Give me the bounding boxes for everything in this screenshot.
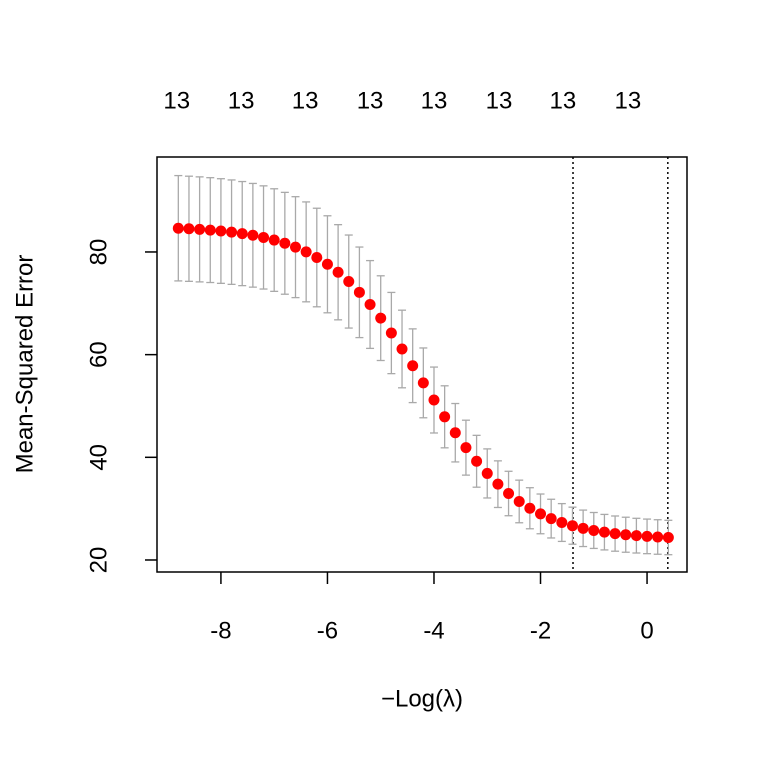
point [236, 228, 248, 240]
point [385, 327, 397, 339]
point [556, 517, 568, 529]
point [492, 478, 504, 490]
point [279, 237, 291, 249]
point [588, 524, 600, 536]
point [535, 508, 547, 520]
point [630, 530, 642, 542]
point [321, 258, 333, 270]
point [268, 234, 280, 246]
x-tick-label: -8 [210, 617, 231, 644]
point [396, 343, 408, 355]
point [449, 427, 461, 439]
x-tick-label: -4 [423, 617, 444, 644]
point [258, 231, 270, 243]
top-label: 13 [163, 87, 190, 114]
top-label: 13 [421, 87, 448, 114]
point [566, 520, 578, 532]
x-tick-label: 0 [640, 617, 653, 644]
point [343, 276, 355, 288]
top-label: 13 [615, 87, 642, 114]
point [417, 377, 429, 389]
y-tick-label: 60 [85, 341, 112, 368]
point [226, 226, 238, 238]
y-tick-label: 20 [85, 547, 112, 574]
point [353, 286, 365, 298]
point [364, 298, 376, 310]
point [598, 526, 610, 538]
point [172, 222, 184, 234]
top-label: 13 [550, 87, 577, 114]
x-tick-label: -6 [317, 617, 338, 644]
y-tick-label: 80 [85, 239, 112, 266]
top-label: 13 [486, 87, 513, 114]
y-axis-label: Mean-Squared Error [11, 255, 38, 474]
point [215, 225, 227, 237]
point [300, 246, 312, 258]
point [183, 223, 195, 235]
point [481, 467, 493, 479]
point [652, 531, 664, 543]
point [375, 312, 387, 324]
point [428, 394, 440, 406]
plot-frame [156, 156, 688, 573]
point [513, 495, 525, 507]
point [439, 411, 451, 423]
x-axis-label: −Log(λ) [381, 685, 463, 712]
point [204, 224, 216, 236]
point [194, 223, 206, 235]
top-label: 13 [292, 87, 319, 114]
point [609, 528, 621, 540]
y-tick-label: 40 [85, 444, 112, 471]
point [407, 360, 419, 372]
point [577, 522, 589, 534]
point [662, 532, 674, 544]
point [311, 252, 323, 264]
point [460, 442, 472, 454]
point [524, 502, 536, 514]
point [620, 529, 632, 541]
point [471, 455, 483, 467]
top-label: 13 [357, 87, 384, 114]
point [289, 241, 301, 253]
point [503, 488, 515, 500]
top-label: 13 [228, 87, 255, 114]
point [247, 229, 259, 241]
point [332, 266, 344, 278]
point [545, 513, 557, 525]
point [641, 530, 653, 542]
x-tick-label: -2 [530, 617, 551, 644]
